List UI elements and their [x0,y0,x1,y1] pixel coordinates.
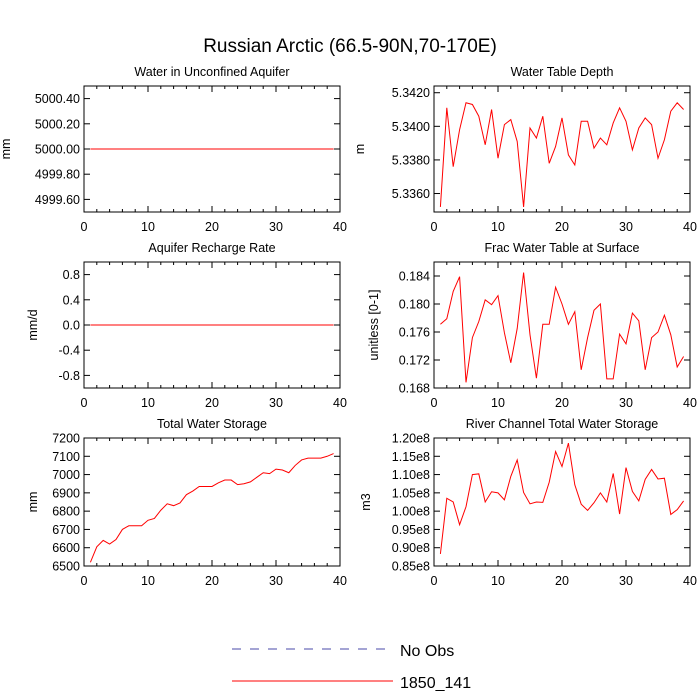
y-tick-label: 4999.80 [35,168,80,182]
panel-title: Water Table Depth [511,65,614,79]
y-tick-label: 7200 [52,432,80,446]
x-tick-label: 0 [81,220,88,234]
y-axis-label: unitless [0-1] [367,290,381,361]
y-tick-label: 5000.40 [35,92,80,106]
y-tick-label: 6900 [52,486,80,500]
y-tick-label: 1.15e8 [392,450,430,464]
panel-title: Frac Water Table at Surface [485,241,640,255]
panel-1: Water in Unconfined Aquifer mm 0 10 20 30 40 49… [0,65,347,234]
y-tick-label: 1.20e8 [392,432,430,446]
y-tick-label: 0.168 [399,382,430,396]
x-tick-label: 0 [81,574,88,588]
y-tick-label: 0.0 [63,319,80,333]
y-tick-label: 6800 [52,505,80,519]
panel-3: Aquifer Recharge Rate mm/d 0 10 20 30 40 -0.8 -0… [26,241,347,410]
y-tick-label: -0.8 [58,369,80,383]
series-line-1850_141 [89,453,334,563]
x-tick-label: 20 [555,574,569,588]
y-tick-label: 0.172 [399,354,430,368]
y-axis-label: mm [0,139,13,160]
y-tick-label: 0.4 [63,293,80,307]
y-tick-label: 0.184 [399,270,430,284]
panel-2: Water Table Depth m 0 10 20 30 40 5.3360 5.3380 5… [353,65,697,234]
x-tick-label: 30 [269,396,283,410]
x-tick-label: 40 [333,574,347,588]
panel-title: Total Water Storage [157,417,267,431]
x-tick-label: 10 [491,574,505,588]
plot-frame [433,261,691,389]
y-tick-label: 5.3360 [392,187,430,201]
x-tick-label: 40 [333,396,347,410]
panel-6: River Channel Total Water Storage m3 0 10 20… [359,417,697,588]
y-tick-label: 4999.60 [35,193,80,207]
y-tick-label: 7000 [52,468,80,482]
y-tick-label: 6700 [52,523,80,537]
y-axis-label: mm [26,492,40,513]
x-tick-label: 20 [205,574,219,588]
y-tick-label: 6500 [52,560,80,574]
y-tick-label: -0.4 [58,344,80,358]
x-tick-label: 40 [333,220,347,234]
y-tick-label: 5.3400 [392,120,430,134]
y-tick-label: 6600 [52,541,80,555]
y-axis-label: mm/d [26,309,40,340]
legend-label-1850-141: 1850_141 [400,675,471,692]
x-tick-label: 0 [431,574,438,588]
y-tick-label: 0.176 [399,326,430,340]
y-tick-label: 0.8 [63,268,80,282]
figure-title: Russian Arctic (66.5-90N,70-170E) [203,36,497,57]
y-tick-label: 5000.00 [35,143,80,157]
x-tick-label: 40 [683,220,697,234]
y-tick-label: 5.3380 [392,153,430,167]
panel-title: Water in Unconfined Aquifer [134,65,289,79]
legend: No Obs 1850_141 [232,643,471,692]
x-tick-label: 10 [491,220,505,234]
plot-frame [433,437,691,567]
x-tick-label: 20 [555,396,569,410]
y-tick-label: 0.85e8 [392,560,430,574]
y-tick-label: 0.90e8 [392,541,430,555]
y-tick-label: 0.180 [399,298,430,312]
y-tick-label: 5.3420 [392,86,430,100]
x-tick-label: 30 [619,574,633,588]
y-axis-label: m [353,144,367,154]
x-tick-label: 10 [141,574,155,588]
x-tick-label: 30 [619,396,633,410]
plot-frame [83,437,341,567]
panels: Water in Unconfined Aquifer mm 0 10 20 30 40 49… [0,65,697,588]
x-tick-label: 20 [205,396,219,410]
panel-title: Aquifer Recharge Rate [148,241,275,255]
x-tick-label: 30 [619,220,633,234]
y-axis-label: m3 [359,493,373,510]
legend-label-no-obs: No Obs [400,643,454,660]
x-tick-label: 0 [431,220,438,234]
y-tick-label: 1.05e8 [392,486,430,500]
x-tick-label: 30 [269,220,283,234]
x-tick-label: 30 [269,574,283,588]
x-tick-label: 20 [555,220,569,234]
y-tick-label: 1.10e8 [392,468,430,482]
x-tick-label: 40 [683,574,697,588]
x-tick-label: 40 [683,396,697,410]
series-line-1850_141 [439,102,684,208]
panel-title: River Channel Total Water Storage [466,417,659,431]
x-tick-label: 0 [81,396,88,410]
y-tick-label: 7100 [52,450,80,464]
series-line-1850_141 [440,272,685,383]
x-tick-label: 10 [491,396,505,410]
x-tick-label: 20 [205,220,219,234]
y-tick-label: 5000.20 [35,117,80,131]
x-tick-label: 10 [141,396,155,410]
panel-4: Frac Water Table at Surface unitless [0-1… [367,241,697,410]
series-line-1850_141 [439,442,685,554]
panel-5: Total Water Storage mm 0 10 20 30 40 6500 6600 67… [26,417,347,588]
y-tick-label: 0.95e8 [392,523,430,537]
y-tick-label: 1.00e8 [392,505,430,519]
x-tick-label: 10 [141,220,155,234]
x-tick-label: 0 [431,396,438,410]
